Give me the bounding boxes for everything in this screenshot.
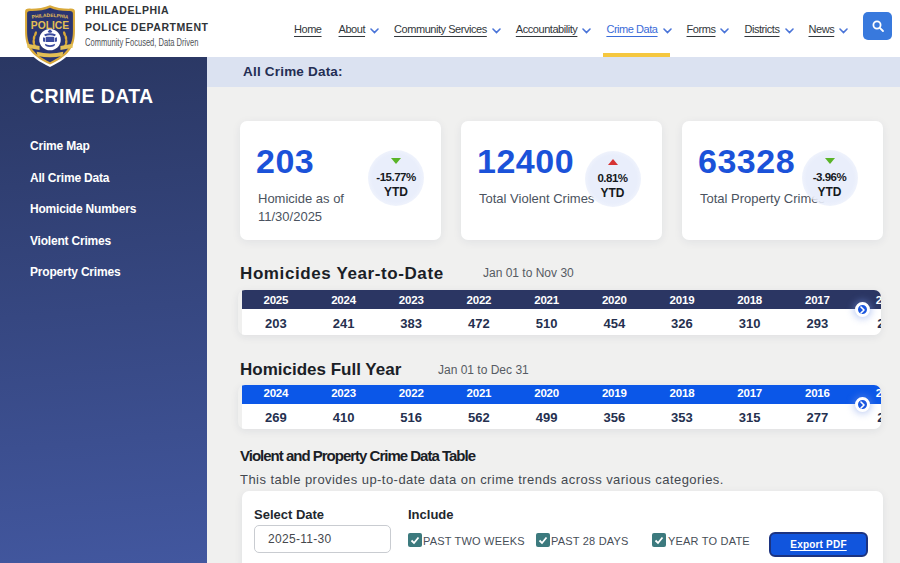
- svg-text:POLICE: POLICE: [31, 18, 70, 31]
